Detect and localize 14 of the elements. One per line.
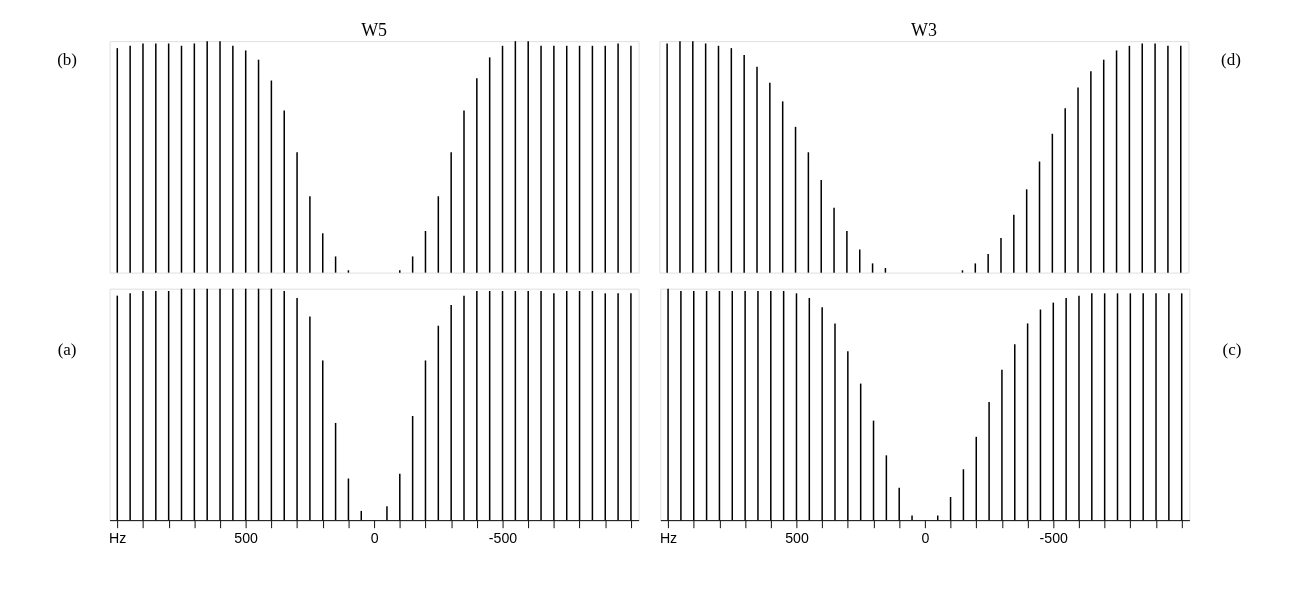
chart-title: W3 xyxy=(910,19,937,40)
x-tick-label: Hz xyxy=(109,530,127,547)
x-tick-label: 500 xyxy=(234,530,259,547)
chart-title: W5 xyxy=(361,19,388,40)
x-tick-label: 500 xyxy=(785,530,809,547)
text: (b) xyxy=(57,49,77,69)
x-tick-label: 0 xyxy=(370,530,379,547)
x-tick-label: 0 xyxy=(921,530,930,547)
x-tick-label: -500 xyxy=(488,530,518,547)
text: (c) xyxy=(1222,339,1242,359)
text: (a) xyxy=(57,339,77,359)
x-tick-label: Hz xyxy=(659,530,678,547)
x-tick-label: -500 xyxy=(1039,530,1069,547)
text: (d) xyxy=(1221,49,1241,69)
